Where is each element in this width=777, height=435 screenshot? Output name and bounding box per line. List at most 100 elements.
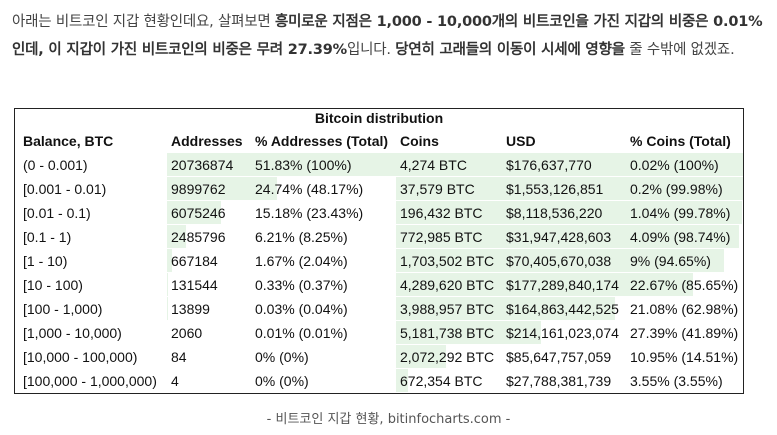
header-addresses: Addresses (171, 133, 243, 149)
cell-balance-text: [0.1 - 1) (23, 229, 72, 245)
cell-balance: [1,000 - 10,000) (19, 321, 167, 345)
cell-balance-text: [0.001 - 0.01) (23, 181, 107, 197)
cell-pct-coins: 4.09% (98.74%) (626, 225, 743, 249)
cell-coins-text: 196,432 BTC (400, 205, 483, 221)
table-row: [1,000 - 10,000) 2060 0.01% (0.01%) 5,181,7… (19, 321, 743, 345)
table-row: [10,000 - 100,000) 84 0% (0%) 2,072,292 BTC… (19, 345, 743, 369)
intro-text-3: 줄 수밖에 없겠죠. (624, 42, 735, 58)
cell-pct-addresses-text: 0.33% (0.37%) (255, 277, 348, 293)
cell-coins-text: 5,181,738 BTC (400, 325, 495, 341)
cell-coins: 2,072,292 BTC (396, 345, 502, 369)
cell-pct-coins: 0.02% (100%) (626, 153, 743, 177)
share-bar (502, 297, 615, 320)
cell-usd: $31,947,428,603 (502, 225, 626, 249)
cell-pct-addresses: 51.83% (100%) (251, 153, 396, 177)
cell-pct-addresses: 0% (0%) (251, 369, 396, 393)
cell-coins: 4,274 BTC (396, 153, 502, 177)
share-bar (502, 201, 626, 224)
intro-text-2: 입니다. (346, 42, 396, 58)
share-bar (167, 273, 168, 296)
share-bar (626, 273, 694, 296)
cell-addresses-text: 4 (171, 373, 179, 389)
cell-pct-addresses-text: 0% (0%) (255, 349, 309, 365)
share-bar (396, 201, 502, 224)
cell-addresses: 131544 (167, 273, 251, 297)
table-row: [0.1 - 1) 2485796 6.21% (8.25%) 772,985 BTC… (19, 225, 743, 249)
cell-balance-text: [1,000 - 10,000) (23, 325, 122, 341)
cell-usd-text: $85,647,757,059 (506, 349, 612, 365)
cell-coins: 672,354 BTC (396, 369, 502, 393)
cell-pct-addresses: 15.18% (23.43%) (251, 201, 396, 225)
cell-addresses: 2060 (167, 321, 251, 345)
cell-usd-text: $31,947,428,603 (506, 229, 612, 245)
cell-pct-addresses-text: 51.83% (100%) (255, 157, 352, 173)
cell-coins: 196,432 BTC (396, 201, 502, 225)
intro-bold-2: 당연히 고래들의 이동이 시세에 영향을 (395, 42, 625, 58)
table-title: Bitcoin distribution (314, 110, 444, 126)
cell-pct-coins-text: 3.55% (3.55%) (630, 373, 723, 389)
cell-usd: $1,553,126,851 (502, 177, 626, 201)
cell-addresses: 2485796 (167, 225, 251, 249)
bitcoin-distribution-table-box: Bitcoin distribution Balance, BTC Addres… (14, 108, 744, 394)
share-bar (502, 225, 626, 248)
cell-usd: $8,118,536,220 (502, 201, 626, 225)
cell-usd-text: $214,161,023,074 (506, 325, 619, 341)
cell-balance: [0.001 - 0.01) (19, 177, 167, 201)
cell-balance-text: (0 - 0.001) (23, 157, 88, 173)
cell-usd-text: $1,553,126,851 (506, 181, 604, 197)
cell-coins-text: 4,274 BTC (400, 157, 467, 173)
cell-addresses: 667184 (167, 249, 251, 273)
share-bar (167, 177, 251, 200)
share-bar (167, 201, 221, 224)
cell-pct-coins: 10.95% (14.51%) (626, 345, 743, 369)
cell-usd: $176,637,770 (502, 153, 626, 177)
cell-pct-addresses-text: 0.01% (0.01%) (255, 325, 348, 341)
cell-usd-text: $164,863,442,525 (506, 301, 619, 317)
share-bar (396, 273, 502, 296)
share-bar (396, 321, 502, 344)
share-bar (626, 153, 743, 176)
cell-balance: [10,000 - 100,000) (19, 345, 167, 369)
cell-pct-addresses: 0.01% (0.01%) (251, 321, 396, 345)
share-bar (502, 321, 542, 344)
cell-addresses: 6075246 (167, 201, 251, 225)
cell-balance-text: [100 - 1,000) (23, 301, 103, 317)
share-bar (626, 177, 743, 200)
cell-addresses-text: 667184 (171, 253, 218, 269)
table-body: (0 - 0.001) 20736874 51.83% (100%) 4,274 BT… (19, 153, 743, 393)
table-row: [100,000 - 1,000,000) 4 0% (0%) 672,354 BTC… (19, 369, 743, 393)
cell-pct-coins-text: 27.39% (41.89%) (630, 325, 739, 341)
table-row: [1 - 10) 667184 1.67% (2.04%) 1,703,502 BTC… (19, 249, 743, 273)
cell-pct-addresses-text: 1.67% (2.04%) (255, 253, 348, 269)
cell-addresses: 13899 (167, 297, 251, 321)
header-pct-coins: % Coins (Total) (630, 133, 731, 149)
cell-usd: $85,647,757,059 (502, 345, 626, 369)
table-row: [100 - 1,000) 13899 0.03% (0.04%) 3,988,957… (19, 297, 743, 321)
table-row: [10 - 100) 131544 0.33% (0.37%) 4,289,620 B… (19, 273, 743, 297)
cell-balance: [10 - 100) (19, 273, 167, 297)
cell-balance: [1 - 10) (19, 249, 167, 273)
table-row: [0.001 - 0.01) 9899762 24.74% (48.17%) 37,5… (19, 177, 743, 201)
cell-pct-coins-text: 0.2% (99.98%) (630, 181, 723, 197)
share-bar (396, 225, 502, 248)
share-bar (396, 249, 502, 272)
table-header-row: Balance, BTC Addresses % Addresses (Tota… (19, 129, 743, 153)
cell-balance: [0.1 - 1) (19, 225, 167, 249)
cell-pct-coins-text: 4.09% (98.74%) (630, 229, 731, 245)
cell-pct-addresses: 0% (0%) (251, 345, 396, 369)
cell-addresses-text: 6075246 (171, 205, 226, 221)
cell-coins: 1,703,502 BTC (396, 249, 502, 273)
cell-balance: [100 - 1,000) (19, 297, 167, 321)
cell-usd-text: $70,405,670,038 (506, 253, 612, 269)
cell-coins: 5,181,738 BTC (396, 321, 502, 345)
cell-pct-addresses: 1.67% (2.04%) (251, 249, 396, 273)
share-bar (396, 369, 409, 392)
share-bar (167, 225, 186, 248)
share-bar (396, 345, 447, 368)
cell-addresses-text: 13899 (171, 301, 210, 317)
cell-usd: $164,863,442,525 (502, 297, 626, 321)
cell-coins-text: 772,985 BTC (400, 229, 483, 245)
cell-pct-addresses: 0.33% (0.37%) (251, 273, 396, 297)
cell-pct-addresses-text: 6.21% (8.25%) (255, 229, 348, 245)
image-caption: - 비트코인 지갑 현황, bitinfocharts.com - (266, 412, 511, 427)
